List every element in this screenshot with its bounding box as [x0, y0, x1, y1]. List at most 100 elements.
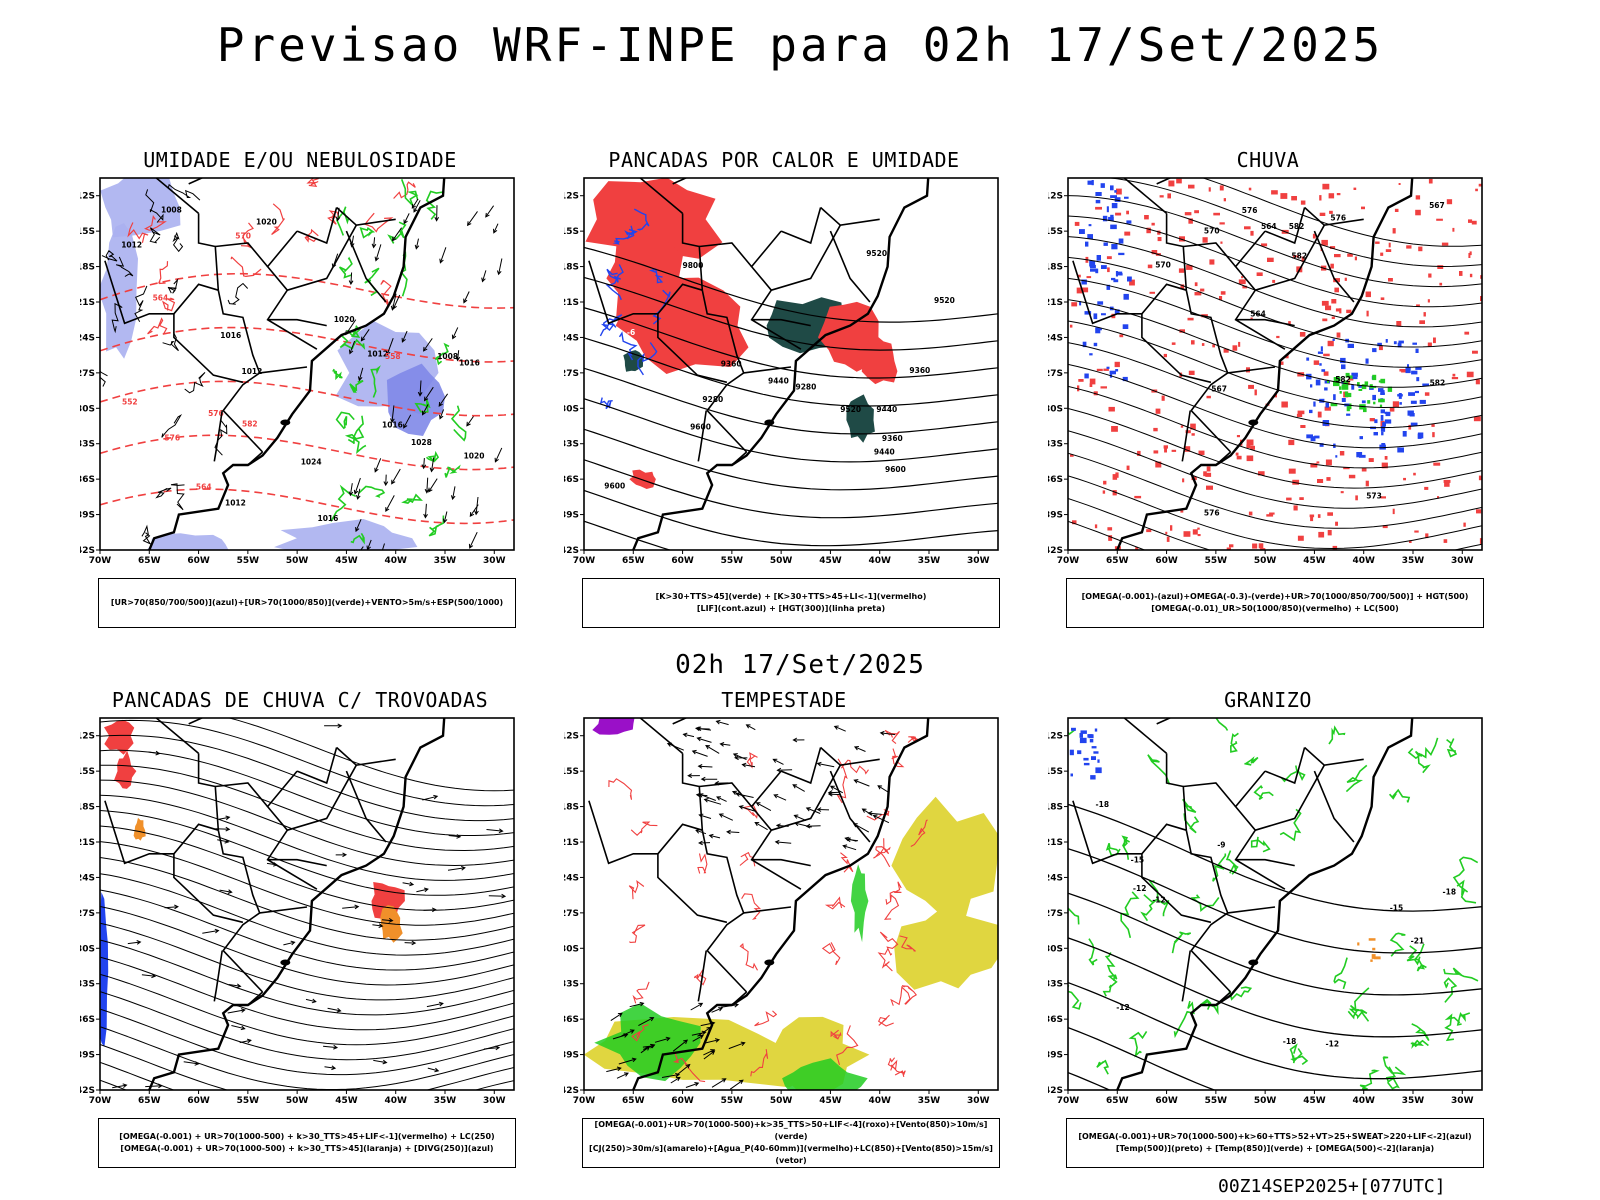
wind-vector: [357, 367, 364, 382]
rain-red-pixel: [1256, 272, 1263, 276]
state-border: [266, 230, 318, 350]
rain-red-pixel: [1428, 273, 1432, 278]
contour-label: 9520: [840, 405, 861, 414]
omega-blue-pixel: [1081, 279, 1087, 285]
rain-red-pixel: [1201, 343, 1205, 346]
map-frame: [99, 717, 515, 1091]
humidity-upper-area: [100, 178, 181, 238]
rain-red-pixel: [1354, 256, 1357, 261]
omega-blue-pixel: [1306, 434, 1313, 439]
temp-850-contour: [1182, 798, 1197, 813]
chart-panel-p3: CHUVA 582 582 582 582 576 576 576 573 570 570 567 56…: [1048, 148, 1488, 628]
rain-red-pixel: [1388, 278, 1393, 282]
state-border: [743, 366, 792, 374]
omega-blue-pixel: [1419, 399, 1426, 404]
panel-title: UMIDADE E/OU NEBULOSIDADE: [143, 148, 457, 172]
state-border: [296, 747, 338, 785]
hail-blue-pixel: [1080, 730, 1087, 734]
rain-red-pixel: [1432, 432, 1435, 438]
legend-line: [K>30+TTS>45](verde) + [K>30+TTS>45+LI<-…: [655, 592, 927, 601]
wind-vector: [423, 386, 434, 402]
lon-tick-label: 40W: [1352, 1096, 1375, 1106]
lat-tick-label: 12S: [80, 732, 95, 742]
rain-red-pixel: [1292, 255, 1299, 258]
streamline-arrow: [148, 750, 161, 756]
wind-vector: [411, 198, 419, 209]
rain-red-pixel: [1466, 371, 1474, 378]
rain-red-pixel: [1194, 282, 1198, 287]
contour-label: -12: [1116, 1003, 1130, 1012]
contour-label: 1016: [220, 331, 241, 340]
state-border: [1235, 858, 1295, 867]
lc-850-streamline: [877, 1014, 894, 1027]
lif-contour: [633, 208, 650, 231]
hgt-300-contour: [584, 276, 998, 351]
lif-contour: [624, 228, 638, 240]
temp-850-contour: [1328, 725, 1346, 745]
rain-red-pixel: [1219, 296, 1223, 301]
omega-green-pixel: [1339, 386, 1342, 390]
rain-red-pixel: [1384, 456, 1388, 460]
streamline-arrow: [402, 881, 415, 887]
humidity-lower-contour: [370, 365, 381, 398]
rain-red-pixel: [1258, 471, 1265, 476]
rain-red-pixel: [1431, 424, 1435, 427]
lat-tick-label: 21S: [1048, 838, 1063, 848]
lat-tick-label: 39S: [1048, 1051, 1063, 1061]
pressure-contour: [115, 256, 134, 277]
temp-850-contour: [1140, 880, 1159, 922]
state-border: [287, 764, 357, 831]
rain-red-pixel: [1291, 196, 1297, 201]
contour-label: 582: [242, 419, 258, 428]
rain-red-pixel: [1232, 345, 1238, 351]
omega-green-pixel: [1358, 389, 1363, 391]
wind-vector: [414, 238, 420, 250]
rain-red-pixel: [1355, 495, 1358, 501]
omega-blue-pixel: [1310, 436, 1316, 442]
state-border: [215, 242, 269, 268]
legend-line: [OMEGA(-0.01)_UR>50(1000/850)(vermelho) …: [1151, 604, 1399, 613]
hgt-300-contour: [584, 520, 672, 550]
hail-blue-pixel: [1088, 734, 1094, 739]
wind-vector: [879, 730, 896, 736]
rain-red-pixel: [1388, 242, 1391, 248]
hgt-500-streamline: [1106, 178, 1482, 268]
state-border: [1185, 290, 1232, 453]
rain-red-pixel: [1165, 531, 1168, 535]
rain-red-pixel: [1200, 288, 1205, 292]
omega-blue-pixel: [1087, 180, 1094, 185]
rain-red-pixel: [1316, 461, 1320, 464]
rain-red-pixel: [1325, 459, 1332, 466]
rain-red-pixel: [1254, 389, 1257, 396]
hgt-300-contour: [584, 307, 998, 379]
rain-red-pixel: [1436, 218, 1443, 221]
wind-vector: [494, 447, 503, 463]
lat-tick-label: 30S: [564, 944, 579, 954]
lat-tick-label: 24S: [1048, 873, 1063, 883]
contour-label: 564: [1261, 222, 1277, 231]
rain-red-pixel: [1478, 475, 1482, 481]
state-border: [336, 746, 396, 767]
rain-red-pixel: [1147, 264, 1153, 269]
humidity-lower-contour: [338, 256, 353, 279]
omega-blue-pixel: [1090, 268, 1097, 272]
rain-red-pixel: [1108, 406, 1115, 412]
lc-850-streamline: [884, 729, 900, 745]
rain-red-pixel: [1086, 276, 1092, 279]
rain-red-pixel: [1348, 474, 1356, 479]
state-border: [1264, 207, 1306, 245]
lon-tick-label: 40W: [868, 1096, 891, 1106]
omega-blue-pixel: [1372, 394, 1376, 401]
contour-label: -3: [729, 280, 737, 289]
omega-blue-pixel: [1093, 313, 1098, 320]
state-border: [1313, 230, 1355, 303]
lon-tick-label: 55W: [721, 1096, 744, 1106]
chart-panel-p2: PANCADAS POR CALOR E UMIDADE 9600 9600 9800…: [564, 148, 1004, 628]
streamline-arrow: [427, 1067, 440, 1073]
rain-red-pixel: [1353, 187, 1357, 190]
rain-red-pixel: [1248, 511, 1253, 516]
rain-red-pixel: [1329, 246, 1336, 249]
contour-label: -3: [759, 387, 767, 396]
wind-vector: [692, 1034, 704, 1042]
state-border: [1156, 718, 1172, 725]
